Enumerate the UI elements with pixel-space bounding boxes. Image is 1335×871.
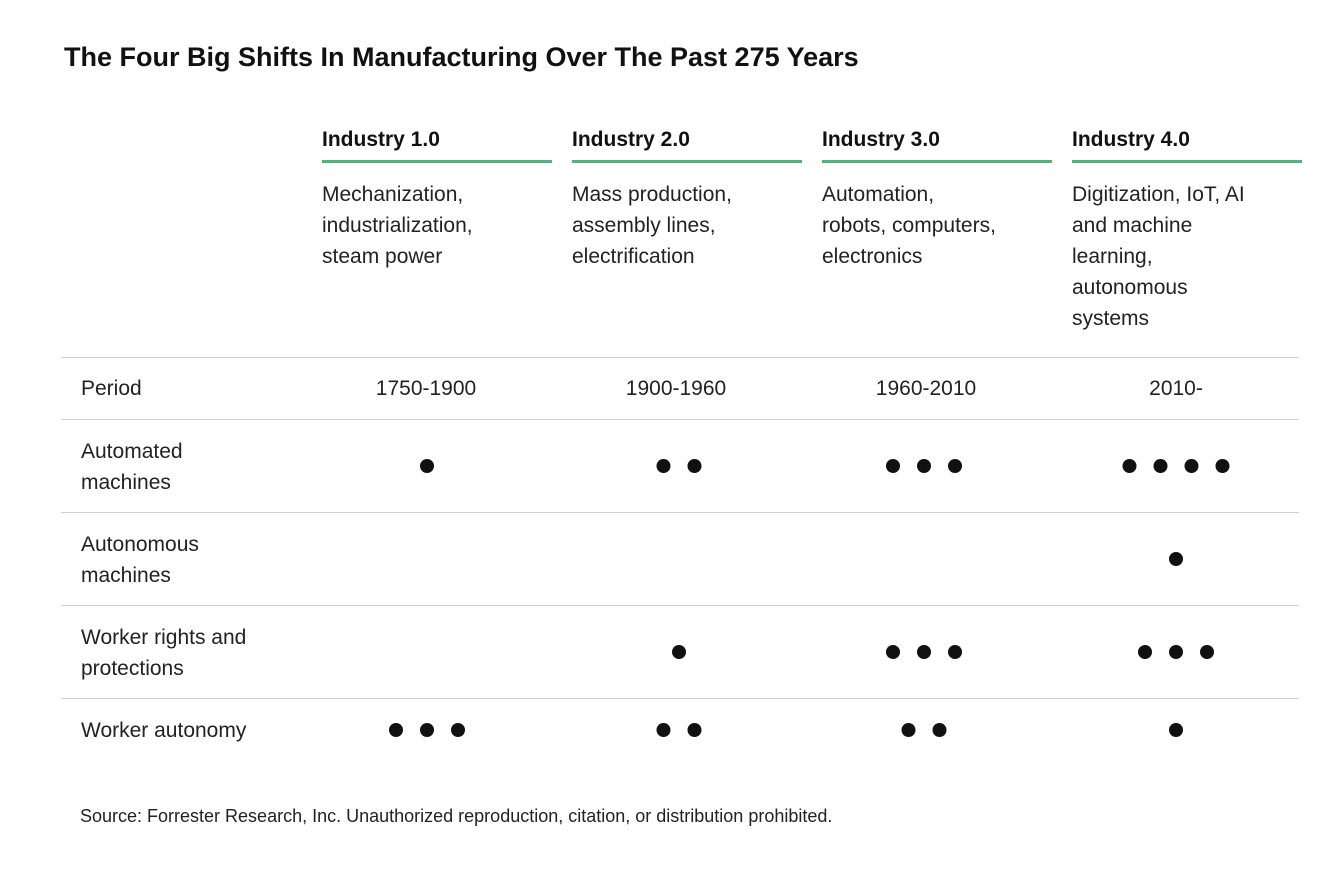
column-header-4: Industry 4.0 Digitization, IoT, AI and m… bbox=[1072, 124, 1302, 334]
description-line: steam power bbox=[322, 245, 443, 268]
row-label-worker-rights: Worker rights and protections bbox=[81, 622, 301, 684]
row-label-line: Autonomous bbox=[81, 533, 199, 556]
rating-dot bbox=[886, 645, 900, 659]
source-note: Source: Forrester Research, Inc. Unautho… bbox=[80, 806, 833, 826]
rating-dot bbox=[1122, 459, 1137, 473]
rating-dot bbox=[389, 723, 403, 737]
column-description: Mechanization, industrialization, steam … bbox=[322, 179, 552, 272]
description-line: assembly lines, bbox=[572, 214, 716, 237]
rating-dot bbox=[932, 723, 947, 737]
column-description: Automation, robots, computers, electroni… bbox=[822, 179, 1052, 272]
period-value: 2010- bbox=[1149, 377, 1203, 400]
row-divider bbox=[61, 357, 1299, 358]
rating-dot bbox=[1169, 723, 1183, 737]
chart-title: The Four Big Shifts In Manufacturing Ove… bbox=[64, 42, 859, 72]
rating-dot bbox=[672, 645, 686, 659]
description-line: electronics bbox=[822, 245, 923, 268]
description-line: industrialization, bbox=[322, 214, 473, 237]
column-name: Industry 4.0 bbox=[1072, 128, 1190, 151]
row-label-line: machines bbox=[81, 564, 171, 587]
description-line: learning, bbox=[1072, 245, 1153, 268]
row-label-period: Period bbox=[81, 377, 142, 400]
description-line: Mechanization, bbox=[322, 183, 464, 206]
column-description: Mass production, assembly lines, electri… bbox=[572, 179, 802, 272]
description-line: Automation, bbox=[822, 183, 935, 206]
rating-dot bbox=[917, 459, 931, 473]
rating-dot bbox=[1169, 552, 1183, 566]
description-line: systems bbox=[1072, 307, 1150, 330]
column-name: Industry 3.0 bbox=[822, 128, 940, 151]
rating-dot bbox=[420, 459, 434, 473]
description-line: autonomous bbox=[1072, 276, 1188, 299]
row-label-autonomous-machines: Autonomous machines bbox=[81, 529, 301, 591]
rating-dot bbox=[948, 645, 962, 659]
rating-dot bbox=[451, 723, 465, 737]
description-line: Mass production, bbox=[572, 183, 732, 206]
column-header-2: Industry 2.0 Mass production, assembly l… bbox=[572, 124, 802, 272]
rating-dot bbox=[1184, 459, 1199, 473]
row-divider bbox=[61, 512, 1299, 513]
column-header-3: Industry 3.0 Automation, robots, compute… bbox=[822, 124, 1052, 272]
rating-dot bbox=[420, 723, 434, 737]
row-label-line: Worker rights and bbox=[81, 626, 247, 649]
column-name: Industry 2.0 bbox=[572, 128, 690, 151]
rating-dot bbox=[656, 459, 671, 473]
row-divider bbox=[61, 419, 1299, 420]
row-divider bbox=[61, 605, 1299, 606]
column-rule bbox=[322, 160, 552, 163]
row-label-line: machines bbox=[81, 471, 171, 494]
rating-dot bbox=[1138, 645, 1152, 659]
row-label-worker-autonomy: Worker autonomy bbox=[81, 715, 301, 746]
rating-dot bbox=[948, 459, 962, 473]
rating-dot bbox=[1200, 645, 1214, 659]
rating-dot bbox=[1169, 645, 1183, 659]
column-rule bbox=[1072, 160, 1302, 163]
rating-dot bbox=[901, 723, 916, 737]
rating-dot bbox=[656, 723, 671, 737]
column-header-1: Industry 1.0 Mechanization, industrializ… bbox=[322, 124, 552, 272]
row-divider bbox=[61, 698, 1299, 699]
row-label-line: Worker autonomy bbox=[81, 719, 247, 742]
period-value: 1960-2010 bbox=[875, 377, 977, 400]
column-rule bbox=[572, 160, 802, 163]
description-line: electrification bbox=[572, 245, 695, 268]
description-line: and machine bbox=[1072, 214, 1193, 237]
description-line: Digitization, IoT, AI bbox=[1072, 183, 1245, 206]
description-line: robots, computers, bbox=[822, 214, 996, 237]
row-label-line: Automated bbox=[81, 440, 183, 463]
column-name: Industry 1.0 bbox=[322, 128, 440, 151]
rating-dot bbox=[687, 723, 702, 737]
period-value: 1750-1900 bbox=[375, 377, 477, 400]
column-description: Digitization, IoT, AI and machine learni… bbox=[1072, 179, 1302, 334]
column-rule bbox=[822, 160, 1052, 163]
period-value: 1900-1960 bbox=[625, 377, 727, 400]
rating-dot bbox=[886, 459, 900, 473]
row-label-line: protections bbox=[81, 657, 184, 680]
row-label-automated-machines: Automated machines bbox=[81, 436, 301, 498]
rating-dot bbox=[687, 459, 702, 473]
rating-dot bbox=[1153, 459, 1168, 473]
rating-dot bbox=[917, 645, 931, 659]
rating-dot bbox=[1215, 459, 1230, 473]
